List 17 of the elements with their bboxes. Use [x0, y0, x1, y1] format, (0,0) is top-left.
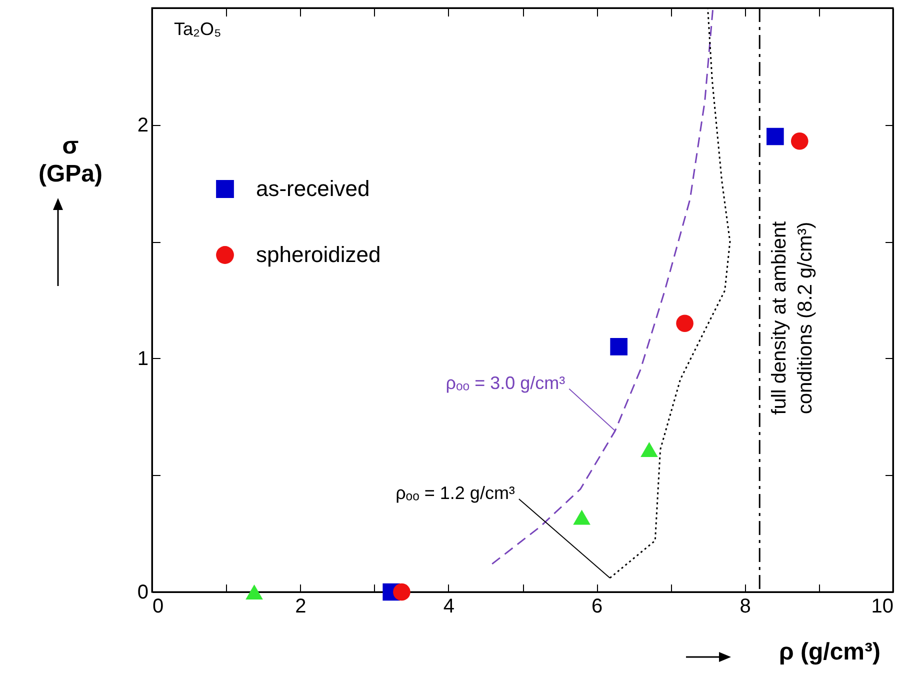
legend-label: as-received [256, 176, 370, 201]
text: ρₒₒ = 1.2 g/cm³ [396, 482, 515, 503]
y-axis-title: σ (GPa) [38, 132, 103, 188]
y-tick-label: 1 [137, 348, 148, 370]
x-tick-label: 10 [871, 596, 894, 618]
x-tick-label: 6 [592, 596, 603, 618]
annotation: Ta₂O₅ [174, 19, 222, 39]
x-axis-title: ρ (g/cm³) [778, 638, 880, 666]
x-tick-label: 8 [740, 596, 751, 618]
ref-line-label: full density at ambient conditions (8.2 g/cm³) [768, 220, 817, 415]
x-tick-label: 0 [152, 596, 164, 618]
x-tick-label: 4 [443, 596, 454, 618]
legend-label: spheroidized [256, 242, 381, 267]
y-tick-label: 0 [137, 582, 148, 604]
x-tick-label: 2 [295, 596, 306, 618]
text: ρₒₒ = 3.0 g/cm³ [446, 372, 566, 393]
y-tick-label: 2 [137, 114, 148, 136]
